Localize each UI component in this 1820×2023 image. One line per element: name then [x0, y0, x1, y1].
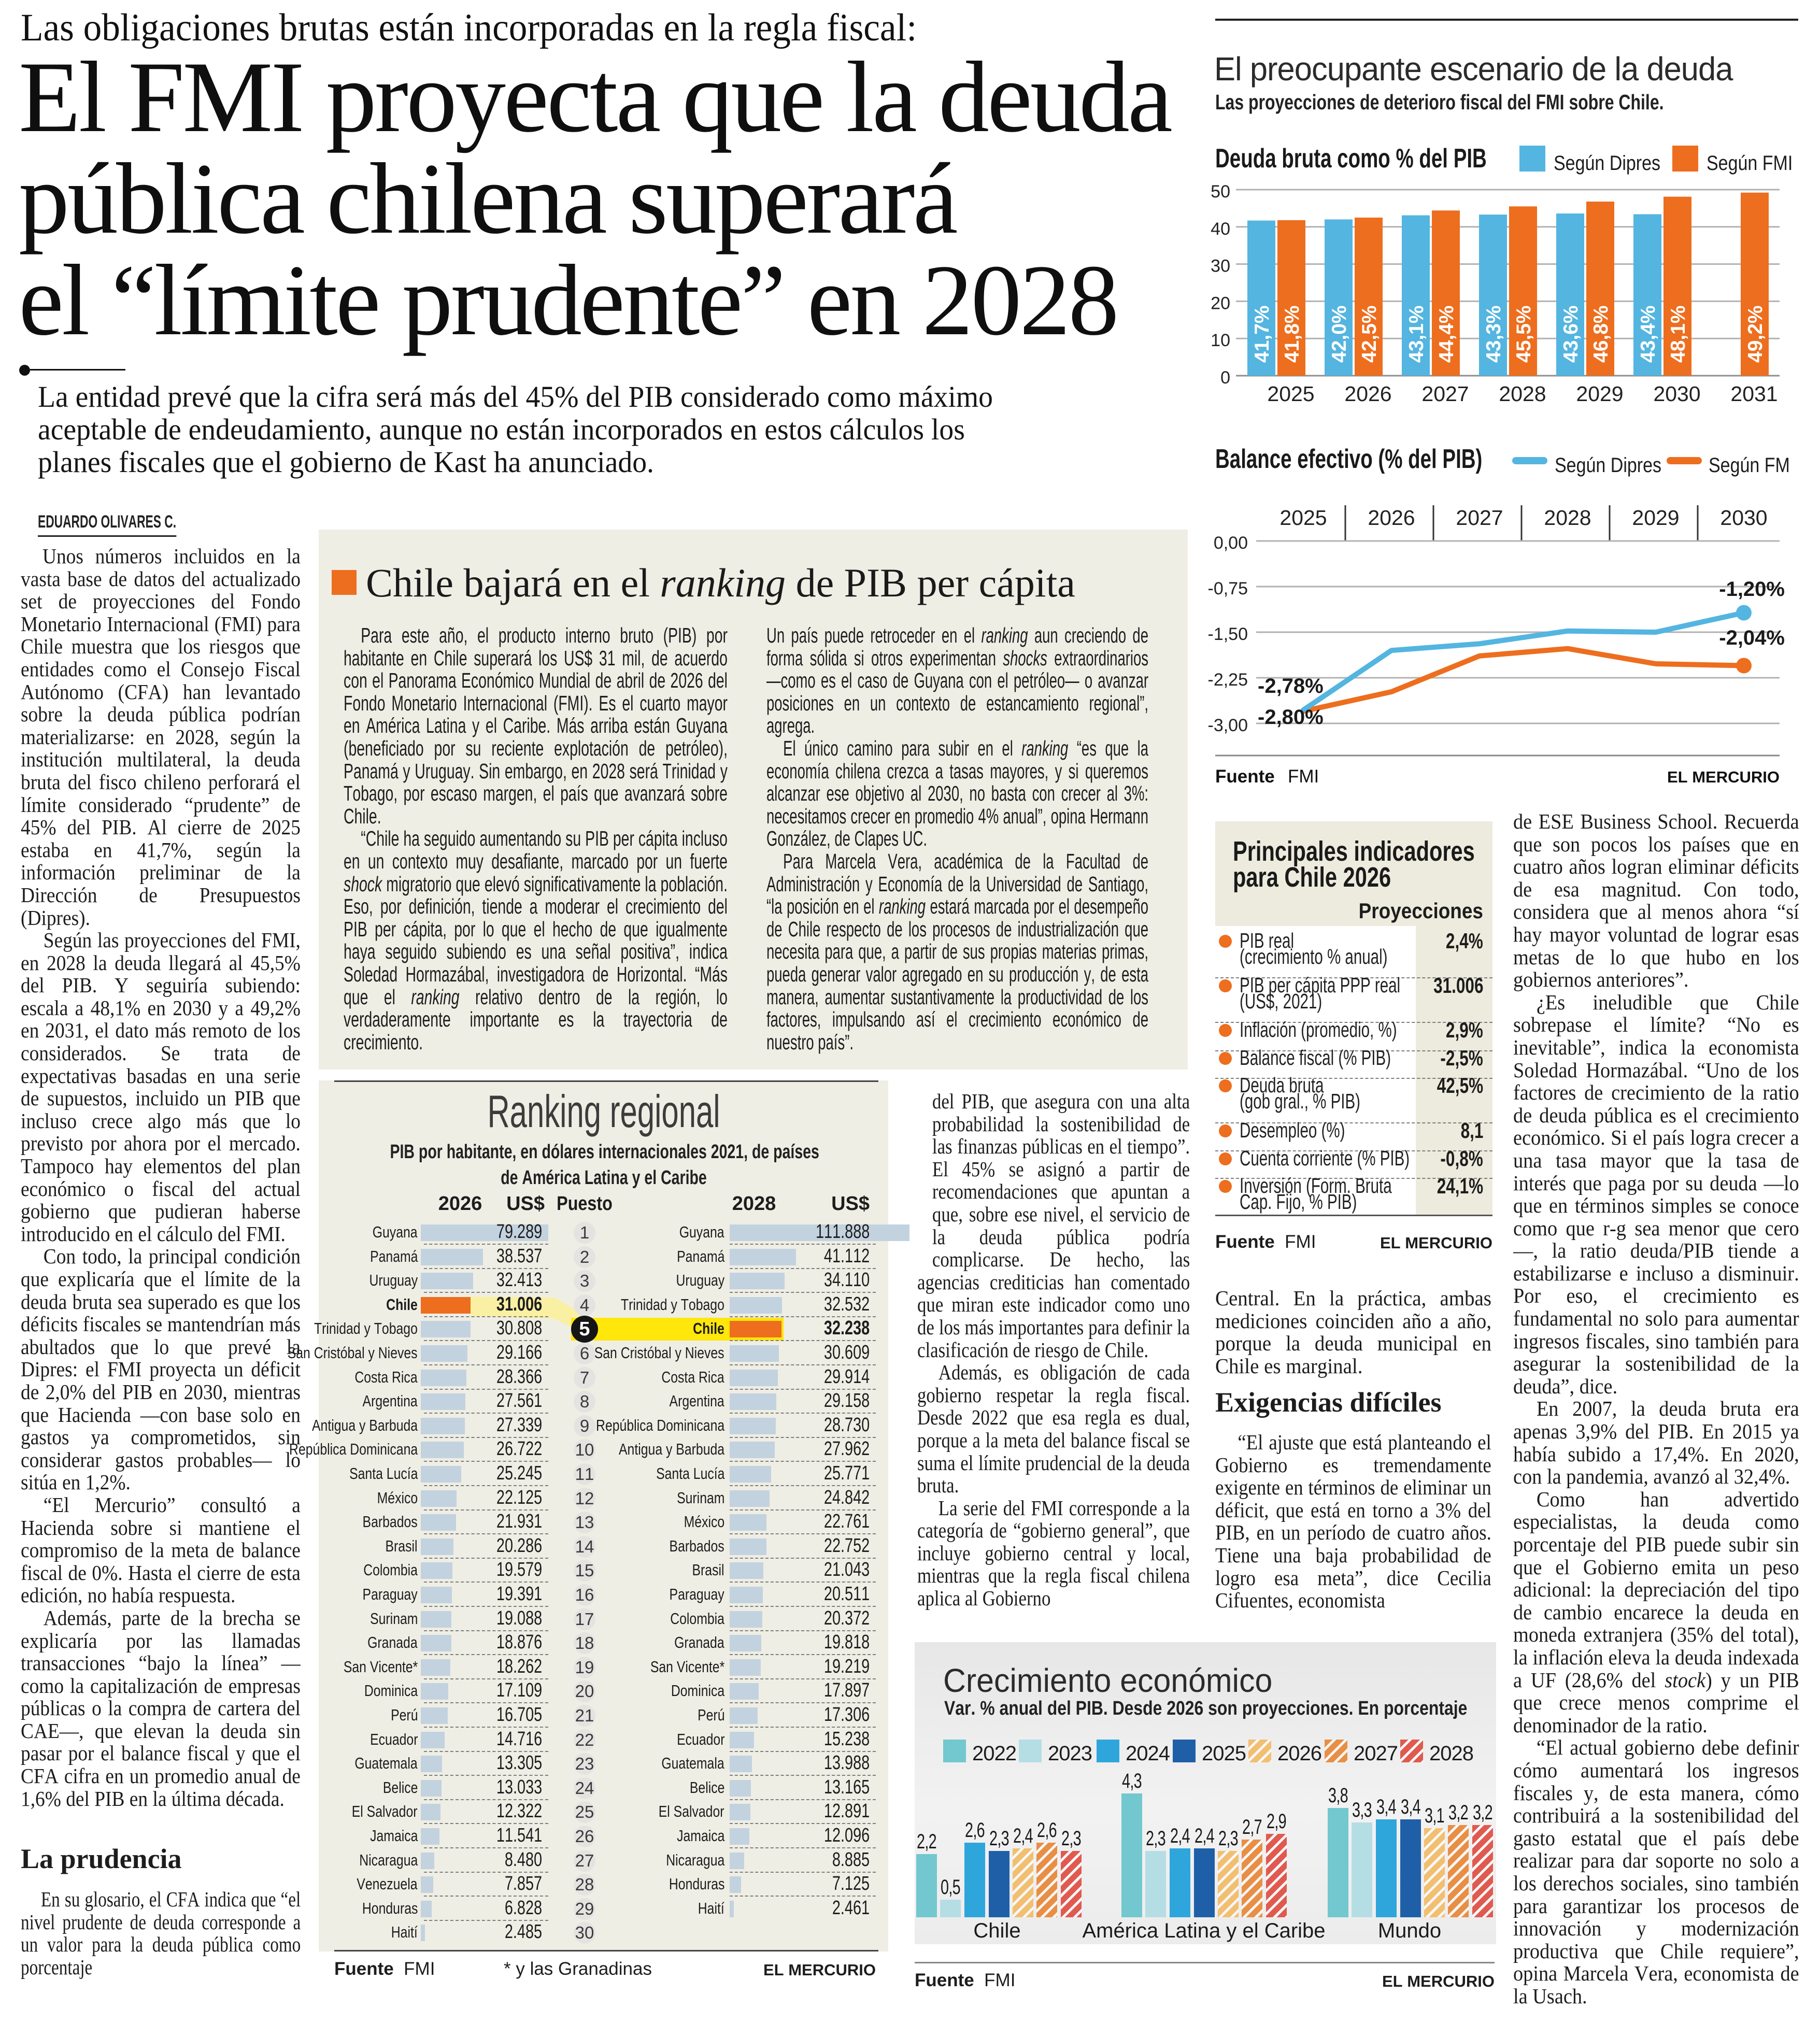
- svg-text:2025: 2025: [1267, 382, 1314, 406]
- svg-text:40: 40: [1211, 219, 1230, 239]
- svg-text:43,1%: 43,1%: [1405, 305, 1428, 363]
- svg-text:20: 20: [1211, 293, 1230, 313]
- svg-text:41,7%: 41,7%: [1251, 305, 1273, 363]
- svg-text:2029: 2029: [1632, 506, 1679, 530]
- svg-text:-1,20%: -1,20%: [1719, 578, 1785, 601]
- svg-text:2026: 2026: [1344, 382, 1391, 406]
- svg-text:-2,04%: -2,04%: [1719, 626, 1785, 649]
- svg-text:2031: 2031: [1730, 382, 1778, 406]
- svg-text:2028: 2028: [1499, 382, 1546, 406]
- svg-text:-2,25: -2,25: [1208, 670, 1248, 690]
- svg-text:42,5%: 42,5%: [1358, 305, 1381, 363]
- svg-text:46,8%: 46,8%: [1590, 305, 1612, 363]
- svg-text:43,4%: 43,4%: [1637, 305, 1659, 363]
- svg-text:43,6%: 43,6%: [1560, 305, 1582, 363]
- svg-text:49,2%: 49,2%: [1744, 305, 1767, 363]
- svg-text:45,5%: 45,5%: [1513, 305, 1535, 363]
- svg-text:2025: 2025: [1279, 506, 1327, 530]
- svg-text:FMI: FMI: [1288, 766, 1319, 787]
- svg-text:41,8%: 41,8%: [1281, 305, 1303, 363]
- svg-text:2027: 2027: [1421, 382, 1469, 406]
- svg-text:30: 30: [1211, 257, 1230, 276]
- svg-text:42,0%: 42,0%: [1328, 305, 1350, 363]
- svg-text:43,3%: 43,3%: [1483, 305, 1505, 363]
- svg-text:10: 10: [1211, 331, 1230, 350]
- svg-text:Fuente: Fuente: [1215, 766, 1275, 787]
- svg-text:0: 0: [1220, 368, 1230, 388]
- svg-text:48,1%: 48,1%: [1667, 305, 1689, 363]
- svg-text:-0,75: -0,75: [1208, 579, 1248, 599]
- svg-text:-2,78%: -2,78%: [1258, 675, 1324, 697]
- svg-text:50: 50: [1211, 182, 1230, 202]
- svg-text:44,4%: 44,4%: [1435, 305, 1458, 363]
- svg-text:-2,80%: -2,80%: [1258, 706, 1324, 729]
- svg-text:2030: 2030: [1653, 382, 1700, 406]
- svg-text:2026: 2026: [1368, 506, 1415, 530]
- svg-text:EL MERCURIO: EL MERCURIO: [1667, 768, 1780, 786]
- svg-text:2030: 2030: [1720, 506, 1767, 530]
- svg-text:2027: 2027: [1456, 506, 1503, 530]
- svg-text:-3,00: -3,00: [1208, 716, 1248, 735]
- svg-text:2029: 2029: [1576, 382, 1623, 406]
- svg-text:0,00: 0,00: [1214, 533, 1248, 553]
- svg-text:2028: 2028: [1544, 506, 1591, 530]
- svg-text:-1,50: -1,50: [1208, 624, 1248, 644]
